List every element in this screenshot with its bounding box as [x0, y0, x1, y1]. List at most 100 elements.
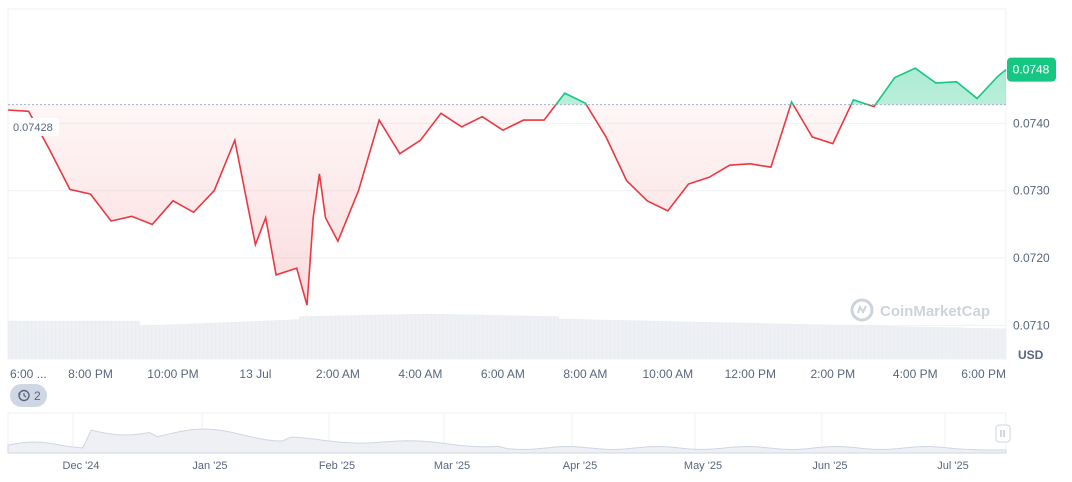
- volume-bar: [391, 314, 396, 360]
- x-axis-ticks: 6:00 ... 8:00 PM 10:00 PM 13 Jul 2:00 AM 4:00…: [10, 367, 1006, 381]
- volume-bar: [255, 321, 260, 360]
- volume-bar: [299, 316, 304, 360]
- volume-bar: [11, 320, 17, 360]
- volume-bar: [802, 324, 807, 360]
- volume-bar: [965, 327, 971, 360]
- volume-bar: [941, 327, 947, 360]
- volume-bar: [618, 320, 623, 360]
- volume-bar: [383, 314, 388, 360]
- volume-bar: [562, 318, 568, 360]
- volume-bar: [590, 319, 595, 360]
- volume-bar: [933, 327, 939, 360]
- volume-bar: [874, 325, 879, 360]
- volume-bar: [882, 326, 887, 360]
- volume-bar: [614, 320, 619, 360]
- volume-bar: [794, 324, 799, 360]
- volume-bar: [754, 323, 759, 360]
- volume-bar: [211, 322, 216, 360]
- volume-bar: [730, 322, 735, 360]
- volume-bar: [546, 316, 552, 360]
- volume-bar: [522, 315, 528, 360]
- volume-bar: [738, 322, 743, 360]
- volume-bar: [315, 316, 320, 360]
- volume-bar: [379, 314, 384, 360]
- volume-bar: [750, 323, 755, 360]
- volume-bar: [866, 325, 871, 360]
- volume-bar: [842, 325, 847, 360]
- volume-bars: [7, 313, 1007, 360]
- volume-bar: [953, 327, 959, 360]
- volume-bar: [858, 325, 863, 360]
- volume-bar: [311, 316, 316, 360]
- volume-bar: [630, 320, 635, 360]
- volume-bar: [742, 322, 747, 360]
- volume-bar: [526, 315, 532, 360]
- volume-bar: [1001, 328, 1007, 360]
- x-tick-label: 10:00 PM: [147, 367, 198, 381]
- volume-bar: [159, 324, 164, 360]
- volume-bar: [850, 325, 855, 360]
- volume-bar: [626, 320, 631, 360]
- volume-bar: [690, 321, 695, 360]
- volume-bar: [175, 324, 180, 360]
- x-tick-label: 10:00 AM: [642, 367, 693, 381]
- volume-bar: [143, 325, 148, 360]
- volume-bar: [993, 328, 999, 360]
- x-tick-label: 2:00 PM: [810, 367, 855, 381]
- x-tick-label: 6:00 PM: [961, 367, 1006, 381]
- volume-bar: [554, 316, 560, 360]
- volume-bar: [275, 320, 280, 360]
- y-tick-label: 0.0740: [1013, 116, 1050, 130]
- volume-bar: [494, 315, 500, 360]
- volume-bar: [291, 319, 296, 360]
- volume-bar: [431, 313, 436, 360]
- volume-bar: [434, 314, 440, 360]
- volume-bar: [518, 315, 524, 360]
- volume-bar: [79, 320, 84, 360]
- volume-bar: [135, 320, 140, 360]
- volume-bar: [343, 315, 348, 360]
- volume-bar: [103, 320, 108, 360]
- volume-bar: [854, 325, 859, 360]
- volume-bar: [766, 323, 771, 360]
- volume-bar: [658, 321, 663, 360]
- volume-bar: [826, 324, 831, 360]
- current-price-badge: 0.0748: [1007, 57, 1056, 82]
- volume-bar: [906, 326, 911, 360]
- y-tick-label: 0.0720: [1013, 251, 1050, 265]
- navigator-month-label: Jun '25: [812, 460, 847, 472]
- x-tick-label: 12:00 PM: [725, 367, 776, 381]
- volume-bar: [131, 320, 136, 360]
- volume-bar: [355, 315, 360, 360]
- volume-bar: [918, 326, 923, 360]
- volume-bar: [251, 321, 256, 360]
- volume-bar: [930, 327, 935, 360]
- volume-bar: [814, 324, 819, 360]
- range-navigator[interactable]: Dec '24 Jan '25 Feb '25 Mar '25 Apr '25 May '…: [7, 412, 1011, 472]
- volume-bar: [642, 320, 647, 360]
- volume-bar: [107, 320, 112, 360]
- volume-bar: [774, 323, 779, 360]
- volume-bar: [115, 320, 120, 360]
- volume-bar: [594, 319, 599, 360]
- volume-bar: [957, 327, 963, 360]
- volume-bar: [195, 323, 200, 360]
- volume-bar: [610, 320, 615, 360]
- volume-bar: [818, 324, 823, 360]
- navigator-month-label: Mar '25: [434, 460, 470, 472]
- volume-bar: [219, 322, 224, 360]
- volume-bar: [650, 320, 655, 360]
- volume-bar: [718, 322, 723, 360]
- history-badge[interactable]: 2: [10, 384, 47, 407]
- volume-bar: [395, 314, 400, 360]
- volume-bar: [59, 320, 65, 360]
- volume-bar: [411, 314, 416, 360]
- volume-bar: [490, 315, 496, 360]
- volume-bar: [977, 328, 983, 360]
- volume-bar: [910, 326, 915, 360]
- navigator-handle[interactable]: [995, 424, 1011, 443]
- volume-bar: [770, 323, 775, 360]
- volume-bar: [949, 327, 955, 360]
